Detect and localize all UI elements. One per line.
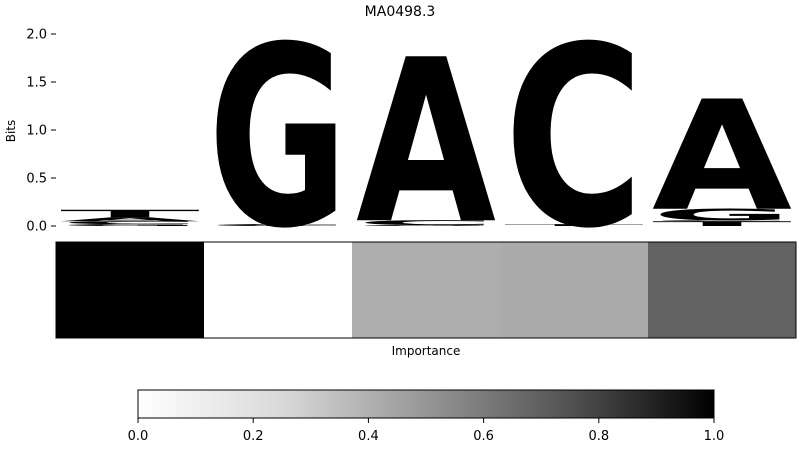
chart-title: MA0498.3: [365, 4, 436, 20]
logo-letter-g-pos5: G: [652, 206, 792, 224]
logo-letter-a-pos3: A: [356, 13, 496, 274]
logo-letter-c-pos5: C: [652, 220, 792, 222]
logo-letter-c-pos4: C: [504, 0, 644, 284]
logo-letter-c-pos3: C: [356, 219, 496, 227]
logo-letter-t-pos1: T: [60, 208, 200, 220]
logo-letter-a-pos5: A: [652, 69, 792, 245]
colorbar-tick-label: 1.0: [704, 429, 725, 444]
heatmap-cell-5: [648, 242, 797, 338]
y-axis: 0.0 0.5 1.0 1.5 2.0: [26, 28, 56, 235]
logo-letter-g-pos3: G: [356, 225, 496, 227]
logo-letter-c-pos2: C: [208, 224, 348, 227]
heatmap-cell-1: [56, 242, 205, 338]
y-tick-label: 0.5: [26, 172, 47, 187]
colorbar-tick-label: 0.6: [473, 429, 494, 444]
heatmap-x-axis-label: Importance: [392, 344, 461, 358]
y-axis-label: Bits: [4, 120, 18, 143]
colorbar-ticks: 0.0 0.2 0.4 0.6 0.8 1.0: [128, 418, 725, 444]
heatmap-cell-2: [204, 242, 353, 338]
importance-heatmap: [56, 242, 797, 338]
logo-letter-g-pos2: G: [208, 0, 348, 284]
logo-letter-c-pos1: C: [60, 220, 200, 225]
colorbar-tick-label: 0.2: [243, 429, 264, 444]
colorbar-tick-label: 0.0: [128, 429, 149, 444]
y-tick-label: 1.0: [26, 124, 47, 139]
heatmap-cell-4: [500, 242, 649, 338]
colorbar-tick-label: 0.4: [358, 429, 379, 444]
logo-letter-t-pos5: T: [652, 220, 792, 228]
heatmap-frame: [55, 241, 797, 339]
logo-letter-a-pos1: A: [60, 216, 200, 222]
colorbar-tick-label: 0.8: [588, 429, 609, 444]
colorbar: [137, 389, 715, 419]
y-tick-label: 1.5: [26, 76, 47, 91]
logo-letter-t-pos4: T: [504, 224, 644, 227]
heatmap-cell-3: [352, 242, 501, 338]
y-tick-label: 0.0: [26, 220, 47, 235]
y-tick-label: 2.0: [26, 28, 47, 43]
logo-letter-g-pos1: G: [60, 224, 200, 227]
